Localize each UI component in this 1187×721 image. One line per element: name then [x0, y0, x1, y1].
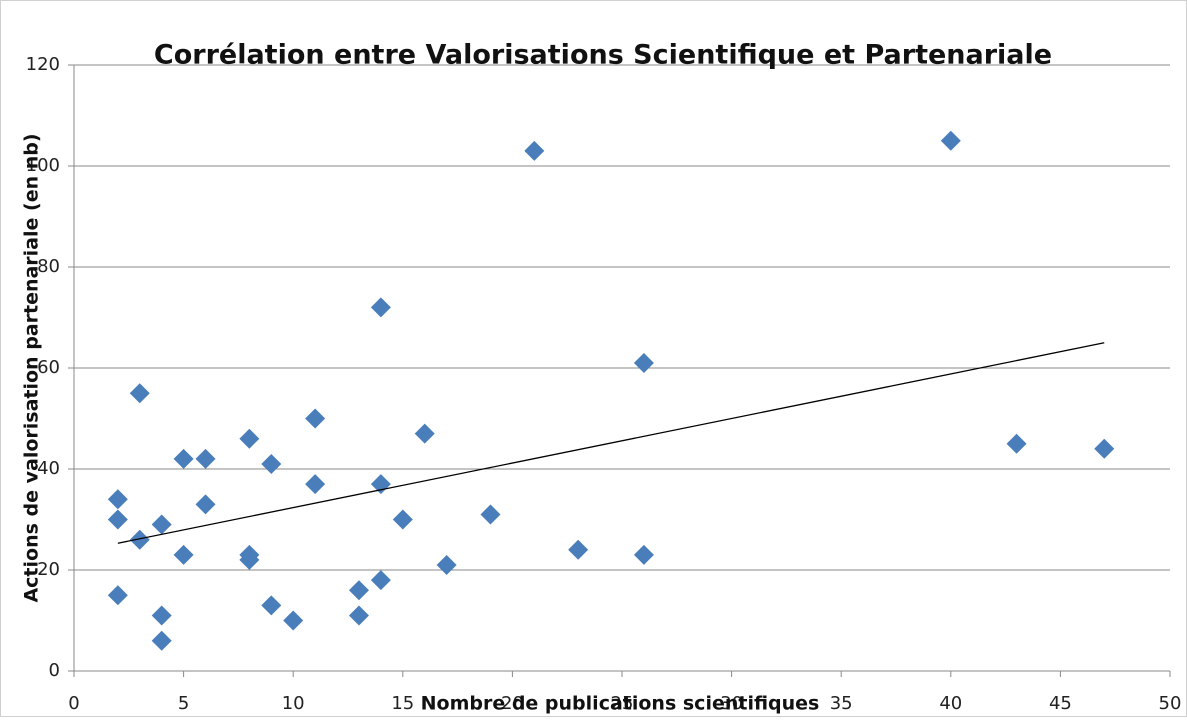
point	[195, 494, 216, 515]
point	[1094, 438, 1115, 459]
point	[129, 383, 150, 404]
point	[173, 448, 194, 469]
point	[305, 408, 326, 429]
point	[107, 489, 128, 510]
x-tick-label: 45	[1049, 693, 1072, 714]
x-tick-label: 30	[720, 693, 743, 714]
trendline	[117, 342, 1105, 544]
grid	[68, 64, 1171, 677]
point	[348, 580, 369, 601]
point	[524, 140, 545, 161]
point	[107, 585, 128, 606]
point	[414, 423, 435, 444]
y-tick-label: 0	[49, 660, 60, 681]
point	[261, 595, 282, 616]
point	[348, 605, 369, 626]
point	[392, 509, 413, 530]
point	[305, 474, 326, 495]
y-axis-title: Actions de valorisation partenariale (en…	[21, 133, 43, 602]
point	[940, 130, 961, 151]
point	[195, 448, 216, 469]
point	[129, 529, 150, 550]
point	[151, 605, 172, 626]
y-tick-label: 60	[37, 357, 60, 378]
y-tick-label: 80	[37, 256, 60, 277]
x-tick-label: 35	[830, 693, 853, 714]
point	[370, 297, 391, 318]
point	[370, 570, 391, 591]
point	[633, 352, 654, 373]
y-tick-label: 100	[26, 155, 60, 176]
chart-title: Corrélation entre Valorisations Scientif…	[154, 40, 1052, 71]
point	[1006, 433, 1027, 454]
point	[107, 509, 128, 530]
x-tick-label: 0	[68, 693, 79, 714]
tick-labels: 0 20 40 60 80 100 120 0 5 10 15 20 25 30 35 40 45 50	[26, 54, 1182, 714]
point	[239, 549, 260, 570]
y-tick-label: 120	[26, 54, 60, 75]
point	[283, 610, 304, 631]
point	[173, 544, 194, 565]
x-axis-title: Nombre de publications scientifiques	[421, 693, 820, 715]
x-tick-label: 50	[1159, 693, 1182, 714]
plot	[107, 130, 1115, 651]
point	[151, 630, 172, 651]
point	[436, 554, 457, 575]
point	[568, 539, 589, 560]
point	[151, 514, 172, 535]
y-tick-label: 40	[37, 458, 60, 479]
point	[261, 453, 282, 474]
point	[480, 504, 501, 525]
point	[239, 428, 260, 449]
y-tick-label: 20	[37, 559, 60, 580]
x-tick-label: 40	[939, 693, 962, 714]
x-tick-label: 10	[282, 693, 305, 714]
x-tick-label: 25	[611, 693, 634, 714]
x-tick-label: 15	[391, 693, 414, 714]
x-tick-label: 5	[178, 693, 189, 714]
point	[633, 544, 654, 565]
x-tick-label: 20	[501, 693, 524, 714]
